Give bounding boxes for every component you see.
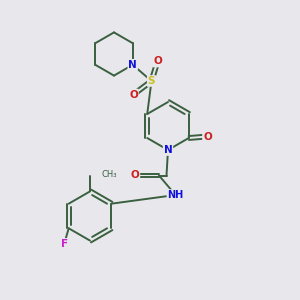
- Text: O: O: [203, 131, 212, 142]
- Text: O: O: [130, 170, 140, 181]
- Text: NH: NH: [167, 190, 184, 200]
- Text: F: F: [61, 239, 68, 249]
- Text: S: S: [148, 76, 155, 86]
- Text: N: N: [128, 60, 137, 70]
- Text: N: N: [164, 145, 172, 155]
- Text: O: O: [129, 89, 138, 100]
- Text: CH₃: CH₃: [101, 170, 117, 179]
- Text: O: O: [153, 56, 162, 67]
